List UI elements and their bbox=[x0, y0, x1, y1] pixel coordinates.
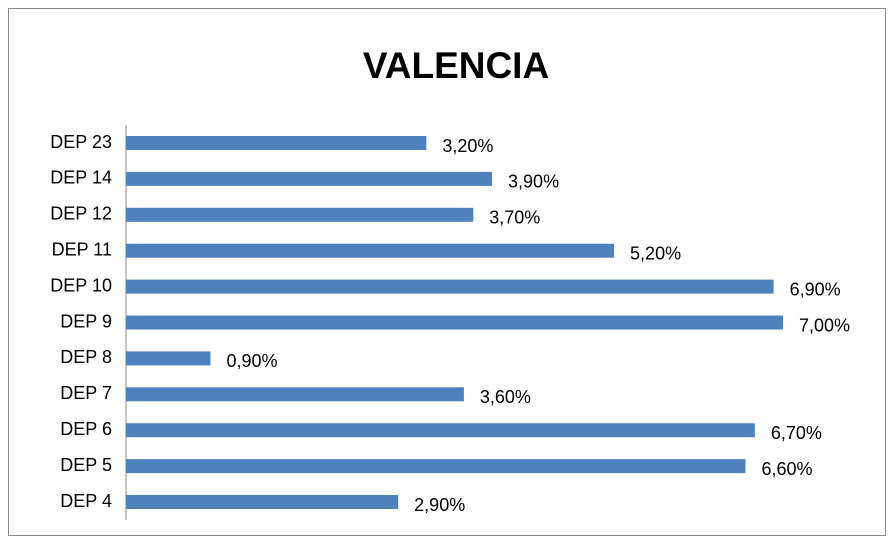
data-label: 3,70% bbox=[489, 208, 540, 228]
chart-title: VALENCIA bbox=[363, 45, 549, 86]
data-label: 2,90% bbox=[414, 495, 465, 515]
bar bbox=[126, 315, 783, 330]
data-label: 0,90% bbox=[226, 351, 277, 371]
data-label: 6,90% bbox=[790, 279, 841, 299]
y-tick-label: DEP 10 bbox=[50, 275, 112, 295]
y-tick-label: DEP 23 bbox=[50, 132, 112, 152]
bar bbox=[126, 207, 474, 222]
y-tick-label: DEP 5 bbox=[60, 455, 112, 475]
bar bbox=[126, 279, 774, 294]
bar bbox=[126, 243, 615, 258]
data-label: 3,60% bbox=[480, 387, 531, 407]
bar bbox=[126, 171, 493, 186]
y-tick-label: DEP 11 bbox=[52, 239, 112, 259]
y-tick-label: DEP 12 bbox=[50, 204, 112, 224]
bar bbox=[126, 459, 746, 474]
y-tick-label: DEP 14 bbox=[50, 168, 112, 188]
bar bbox=[126, 351, 211, 366]
y-tick-label: DEP 4 bbox=[60, 491, 112, 511]
bar bbox=[126, 423, 755, 438]
chart-frame bbox=[8, 8, 886, 536]
y-tick-label: DEP 9 bbox=[60, 311, 112, 331]
y-tick-label: DEP 7 bbox=[60, 383, 112, 403]
y-tick-label: DEP 8 bbox=[60, 347, 112, 367]
bar bbox=[126, 495, 399, 509]
bar bbox=[126, 136, 427, 150]
data-label: 6,70% bbox=[771, 423, 822, 443]
data-label: 6,60% bbox=[761, 459, 812, 479]
data-label: 3,20% bbox=[442, 136, 493, 156]
data-label: 5,20% bbox=[630, 243, 681, 263]
bar bbox=[126, 387, 464, 402]
data-label: 3,90% bbox=[508, 172, 559, 192]
data-label: 7,00% bbox=[799, 315, 850, 335]
y-tick-label: DEP 6 bbox=[60, 419, 112, 439]
